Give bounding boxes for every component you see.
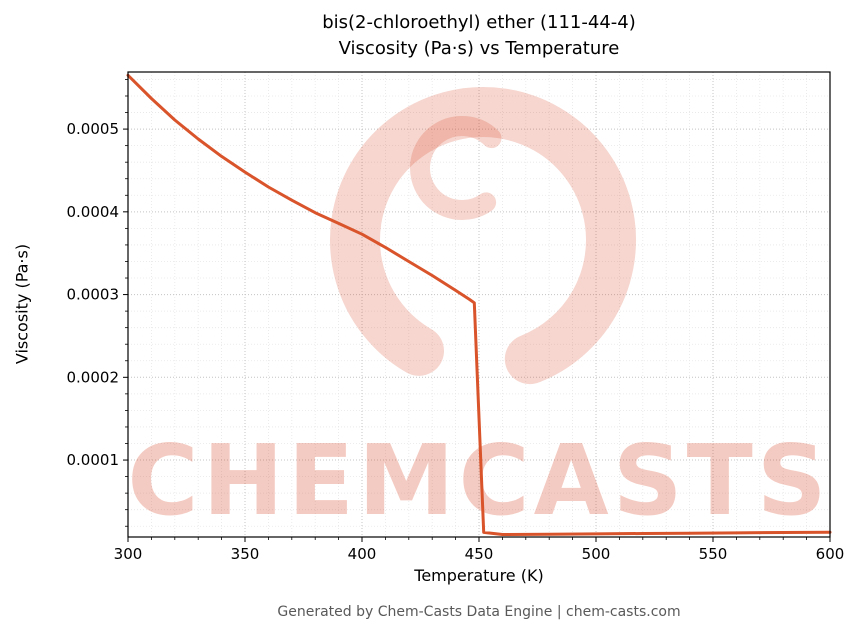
x-tick-label: 400 [348,545,377,563]
grid-layer [127,72,831,537]
chart-title-line2: Viscosity (Pa·s) vs Temperature [338,38,620,59]
y-tick-label: 0.0004 [67,203,120,221]
y-tick-label: 0.0003 [67,286,120,304]
y-tick-label: 0.0005 [67,120,120,138]
data-line-layer [126,73,832,536]
chart-title: bis(2-chloroethyl) ether (111-44-4) Visc… [128,10,830,62]
y-tick-label: 0.0001 [67,451,120,469]
watermark-ring-icon [330,87,636,393]
axis-layer: 300 350 400 450 500 550 600 0.0001 0.0002 0.0003 0… [67,71,845,563]
watermark-text: CHEMCASTS [127,424,830,537]
x-tick-label: 350 [231,545,260,563]
x-axis-label: Temperature (K) [414,566,544,585]
chart-title-line1: bis(2-chloroethyl) ether (111-44-4) [322,12,636,33]
x-tick-label: 300 [114,545,143,563]
x-tick-label: 500 [582,545,611,563]
watermark-inner-c-icon [410,116,514,220]
x-tick-label: 450 [465,545,494,563]
y-tick-label: 0.0002 [67,368,120,386]
footer-credit: Generated by Chem-Casts Data Engine | ch… [277,604,681,620]
x-tick-label: 550 [699,545,728,563]
x-tick-label: 600 [816,545,845,563]
y-axis-label: Viscosity (Pa·s) [12,243,32,365]
watermark-layer: CHEMCASTS [127,87,830,537]
viscosity-line [126,73,832,536]
